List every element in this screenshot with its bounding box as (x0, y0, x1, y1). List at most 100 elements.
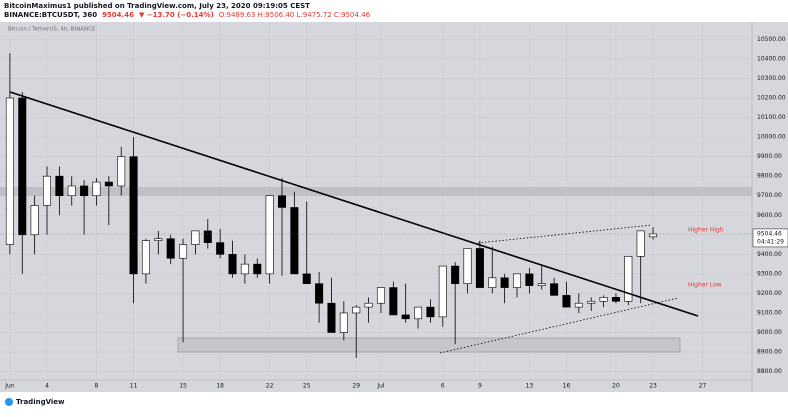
candle-body (80, 185, 89, 197)
candle-body (364, 302, 373, 308)
candle-body (154, 238, 163, 241)
candle-body (104, 181, 113, 187)
candle-body (537, 283, 546, 286)
x-tick-label: 6 (441, 383, 445, 390)
chart-subtitle: Bitcoin / TetherUS, 4h, BINANCE (8, 27, 96, 33)
x-tick-label: 20 (612, 383, 620, 390)
candle-body (451, 265, 460, 284)
dotted-trendline (477, 224, 653, 244)
candle-body (92, 181, 101, 197)
candle-body (191, 230, 200, 245)
candle-body (315, 283, 324, 304)
candle-body (117, 156, 126, 187)
last: 9504.46 (102, 11, 134, 19)
symbol-name: BINANCE:BTCUSDT, 360 (4, 11, 97, 19)
support-box (177, 337, 681, 353)
y-tick-label: 9300.00 (757, 270, 782, 277)
x-tick-label: 18 (216, 383, 224, 390)
candle-body (290, 207, 299, 275)
dotted-trendline (439, 297, 679, 354)
candle-body (463, 248, 472, 284)
candle-body (352, 306, 361, 314)
candle-body (5, 97, 14, 245)
x-tick-label: 25 (303, 383, 311, 390)
annotation: Higher High (688, 227, 724, 234)
price-axis (752, 22, 788, 392)
candle-body (599, 297, 608, 302)
candle-body (265, 195, 274, 275)
annotation: Higher Low (688, 282, 722, 289)
x-tick-label: Jul (376, 383, 385, 390)
candle-body (550, 283, 559, 296)
candle-body (129, 156, 138, 275)
y-tick-label: 9100.00 (757, 309, 782, 316)
candle-body (240, 263, 249, 275)
x-tick-label: 27 (699, 383, 707, 390)
candle-body (179, 244, 188, 259)
ohlc: O:9489.63 H:9506.40 L:9475.72 C:9504.46 (219, 11, 371, 19)
y-tick-label: 10300.00 (757, 75, 786, 82)
y-tick-label: 10200.00 (757, 95, 786, 102)
candle-body (500, 277, 509, 288)
publisher: BitcoinMaximus1 published on TradingView… (4, 2, 310, 10)
candle-body (574, 302, 583, 308)
footer (0, 393, 788, 413)
y-tick-label: 10400.00 (757, 55, 786, 62)
countdown: 04:41:29 (757, 238, 784, 245)
time-axis (0, 380, 752, 392)
footer-brand: TradingView (16, 398, 65, 406)
x-tick-label: 22 (266, 383, 274, 390)
candle-body (376, 287, 385, 304)
resistance-zone (0, 187, 752, 196)
candle-body (18, 97, 27, 236)
descending-trendline (9, 91, 699, 317)
candle-body (611, 297, 620, 302)
change: ▼ −13.70 (−0.14%) (139, 11, 214, 19)
candle-body (512, 273, 522, 288)
candle-body (30, 205, 39, 236)
y-tick-label: 9800.00 (757, 173, 782, 180)
last-price-label: 9504.46 (757, 230, 782, 237)
x-tick-label: 11 (130, 383, 138, 390)
candle-body (414, 306, 423, 320)
y-tick-label: 9900.00 (757, 153, 782, 160)
candle-body (562, 295, 571, 308)
symbol: BINANCE:BTCUSDT, 360 9504.46 ▼ −13.70 (−0.… (4, 11, 371, 19)
candle-body (42, 175, 52, 206)
candle-body (525, 273, 534, 286)
x-tick-label: 8 (95, 383, 99, 390)
candle-body (166, 238, 175, 259)
y-tick-label: 9200.00 (757, 290, 782, 297)
x-tick-label: 15 (179, 383, 187, 390)
candle-body (141, 240, 150, 275)
candle-body (426, 306, 435, 318)
y-tick-label: 9400.00 (757, 251, 782, 258)
candle-body (327, 302, 336, 333)
x-tick-label: 13 (526, 383, 534, 390)
candle-body (488, 277, 497, 288)
candle-body (67, 185, 76, 197)
y-tick-label: 10000.00 (757, 134, 786, 141)
candle-body (228, 254, 237, 275)
y-tick-label: 8900.00 (757, 349, 782, 356)
candle-body (253, 263, 262, 275)
candle-body (636, 230, 645, 257)
y-tick-label: 9600.00 (757, 212, 782, 219)
candle-body (624, 256, 633, 302)
last-price-box (752, 228, 788, 248)
y-tick-label: 9000.00 (757, 329, 782, 336)
y-tick-label: 10100.00 (757, 114, 786, 121)
candle-body (401, 314, 410, 320)
candle-body (649, 233, 658, 238)
logo (5, 398, 13, 406)
candle-body (339, 312, 348, 333)
candle-body (587, 300, 596, 304)
candle-body (389, 287, 398, 316)
candle-body (302, 273, 311, 284)
x-tick-label: 29 (352, 383, 360, 390)
candle-body (277, 195, 287, 208)
candle-body (203, 230, 212, 243)
x-tick-label: 23 (649, 383, 657, 390)
candle-body (55, 175, 64, 197)
